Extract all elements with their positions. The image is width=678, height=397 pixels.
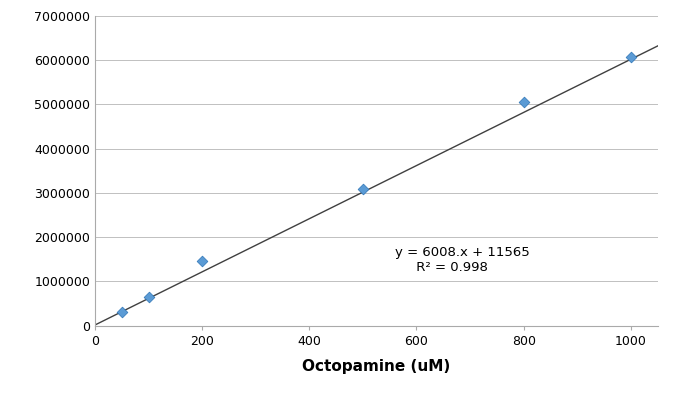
Point [197, 258, 207, 264]
Point [357, 186, 368, 193]
Point [518, 99, 529, 105]
Point [143, 294, 154, 300]
X-axis label: Octopamine (uM): Octopamine (uM) [302, 358, 450, 374]
Text: y = 6008.x + 11565
     R² = 0.998: y = 6008.x + 11565 R² = 0.998 [395, 246, 530, 274]
Point [117, 309, 127, 316]
Point [625, 54, 636, 60]
